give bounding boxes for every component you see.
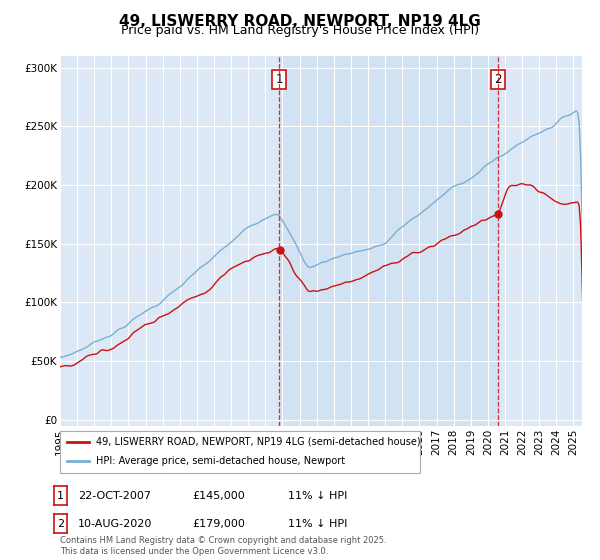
Text: Price paid vs. HM Land Registry's House Price Index (HPI): Price paid vs. HM Land Registry's House … (121, 24, 479, 37)
Bar (279, 56, 498, 426)
Text: 49, LISWERRY ROAD, NEWPORT, NP19 4LG: 49, LISWERRY ROAD, NEWPORT, NP19 4LG (119, 14, 481, 29)
Text: £179,000: £179,000 (192, 519, 245, 529)
Text: 22-OCT-2007: 22-OCT-2007 (78, 491, 151, 501)
Text: 1: 1 (275, 73, 283, 86)
Text: HPI: Average price, semi-detached house, Newport: HPI: Average price, semi-detached house,… (96, 456, 345, 466)
Text: 10-AUG-2020: 10-AUG-2020 (78, 519, 152, 529)
Text: £145,000: £145,000 (192, 491, 245, 501)
Text: 2: 2 (494, 73, 502, 86)
FancyBboxPatch shape (60, 431, 420, 473)
Text: Contains HM Land Registry data © Crown copyright and database right 2025.
This d: Contains HM Land Registry data © Crown c… (60, 536, 386, 556)
Text: 49, LISWERRY ROAD, NEWPORT, NP19 4LG (semi-detached house): 49, LISWERRY ROAD, NEWPORT, NP19 4LG (se… (96, 437, 421, 447)
Text: 1: 1 (57, 491, 64, 501)
Text: 2: 2 (57, 519, 64, 529)
Text: 11% ↓ HPI: 11% ↓ HPI (288, 491, 347, 501)
Text: 11% ↓ HPI: 11% ↓ HPI (288, 519, 347, 529)
